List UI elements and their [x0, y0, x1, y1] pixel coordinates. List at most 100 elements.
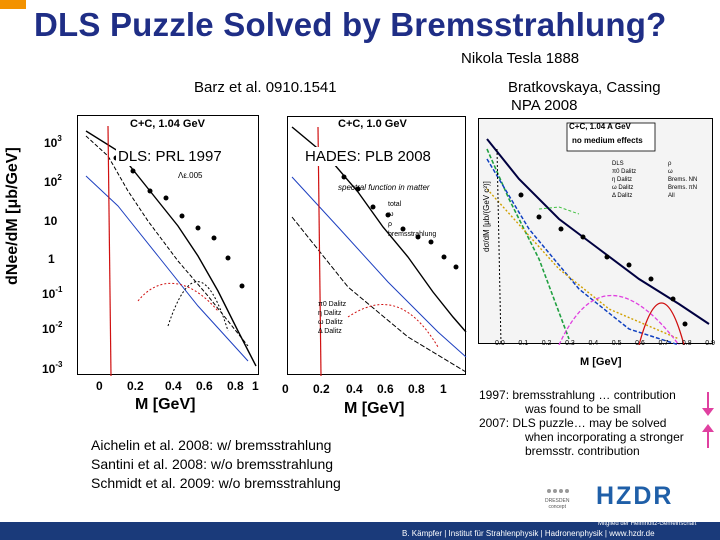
- note-line-3: 2007: DLS puzzle… may be solved: [479, 416, 667, 430]
- dls-x-tick: 0.4: [165, 379, 182, 393]
- legend-omega-dalitz: ω Dalitz: [318, 319, 343, 326]
- hzdr-logo: HZDR: [596, 482, 674, 510]
- legend-omega: ω Dalitz: [612, 185, 634, 191]
- y-tick-base: 10: [42, 362, 56, 376]
- y-tick-1e-3: 10-3: [42, 360, 63, 376]
- dresden-line2: concept: [548, 504, 566, 510]
- dls-header: C+C, 1.04 GeV: [130, 118, 205, 130]
- references-list: Aichelin et al. 2008: w/ bremsstrahlung …: [91, 436, 341, 493]
- dls-x-tick: 0.2: [127, 379, 144, 393]
- x-tick: 0.5: [611, 340, 622, 347]
- helmholtz-member: Mitglied der Helmholtz-Gemeinschaft: [598, 521, 697, 527]
- legend-omega: ω: [388, 211, 394, 218]
- slide-title: DLS Puzzle Solved by Bremsstrahlung?: [34, 6, 667, 43]
- bratko-x-label: M [GeV]: [580, 356, 622, 368]
- y-tick-exp: -1: [55, 285, 63, 294]
- y-tick-exp: -3: [55, 360, 63, 369]
- x-tick: 0.9: [705, 340, 715, 347]
- legend-brems: bremsstrahlung: [388, 231, 437, 238]
- y-tick-1: 1: [48, 252, 55, 266]
- x-tick: 0.2: [541, 340, 552, 347]
- x-tick: 0.3: [565, 340, 575, 347]
- y-tick-base: 10: [44, 175, 58, 189]
- lambda-note: Λε.005: [178, 171, 203, 180]
- legend-delta: Δ Dalitz: [612, 193, 633, 199]
- note-line-1: 1997: bremsstrahlung … contribution: [479, 388, 676, 402]
- legend-rho: ρ: [388, 221, 392, 228]
- bratko-line2: NPA 2008: [511, 97, 578, 114]
- x-tick: 0.4: [588, 340, 599, 347]
- hades-x-tick: 0.2: [313, 382, 330, 396]
- dls-x-tick: 0.8: [227, 379, 244, 393]
- dresden-concept-logo: DRESDEN concept: [545, 486, 569, 510]
- legend-rho: ρ: [668, 161, 672, 167]
- y-tick-base: 10: [42, 322, 56, 336]
- legend-eta: η Dalitz: [318, 310, 342, 317]
- legend-brems-nn: Brems. NN: [668, 177, 698, 183]
- y-tick-base: 10: [44, 136, 58, 150]
- arrow-icon: [702, 392, 714, 448]
- reference-item: Santini et al. 2008: w/o bremsstrahlung: [91, 456, 334, 472]
- hades-x-tick: 0.8: [408, 382, 425, 396]
- hades-x-tick: 0: [282, 382, 289, 396]
- x-tick: 0.6: [635, 340, 645, 347]
- x-tick: 0.8: [681, 340, 692, 347]
- dls-label: DLS: PRL 1997: [116, 147, 224, 166]
- hades-note: spectral function in matter: [338, 183, 430, 192]
- note-line-2: was found to be small: [525, 402, 642, 416]
- hades-x-label: M [GeV]: [344, 400, 405, 417]
- y-tick-exp: -2: [55, 320, 63, 329]
- barz-reference: Barz et al. 0910.1541: [194, 79, 337, 96]
- legend-pi0: π0 Dalitz: [612, 169, 637, 175]
- hades-legend2: π0 Dalitz η Dalitz ω Dalitz Δ Dalitz: [318, 300, 346, 336]
- legend-pi0: π0 Dalitz: [318, 301, 347, 308]
- x-tick: 0.7: [658, 340, 669, 347]
- legend-dls: DLS: [612, 161, 624, 167]
- dls-x-tick: 0: [96, 379, 103, 393]
- footer-text: B. Kämpfer | Institut für Strahlenphysik…: [402, 529, 655, 538]
- reference-item: Aichelin et al. 2008: w/ bremsstrahlung: [91, 437, 332, 453]
- bratko-header2: no medium effects: [572, 136, 643, 145]
- y-tick-1e3: 103: [44, 134, 62, 150]
- hades-header: C+C, 1.0 GeV: [338, 118, 407, 130]
- legend-total: total: [388, 201, 402, 208]
- dresden-line1: DRESDEN: [545, 498, 570, 504]
- dls-x-tick: 1: [252, 379, 259, 393]
- bratko-line1: Bratkovskaya, Cassing: [508, 79, 661, 96]
- footer-band: [0, 522, 720, 540]
- corner-accent: [0, 0, 26, 9]
- bratko-plot-svg: [486, 122, 710, 346]
- hades-legend: total ω ρ bremsstrahlung: [388, 200, 436, 240]
- bratko-y-axis: dσ/dM [μb/(GeV c²)]: [482, 181, 491, 252]
- y-tick-base: 10: [42, 287, 56, 301]
- bratko-legend-left: DLS π0 Dalitz η Dalitz ω Dalitz Δ Dalitz: [612, 160, 636, 200]
- y-tick-1e-1: 10-1: [42, 285, 63, 301]
- note-line-5: bremsstr. contribution: [525, 444, 640, 458]
- legend-eta: η Dalitz: [612, 177, 633, 183]
- bratko-header1: C+C, 1.04 A GeV: [569, 122, 631, 131]
- hades-x-tick: 0.4: [346, 382, 363, 396]
- x-tick: 0.0: [495, 340, 505, 347]
- note-line-4: when incorporating a stronger: [525, 430, 684, 444]
- reference-item: Schmidt et al. 2009: w/o bremsstrahlung: [91, 475, 341, 491]
- legend-all: All: [668, 193, 675, 199]
- hades-label: HADES: PLB 2008: [303, 147, 433, 166]
- dls-x-label: M [GeV]: [135, 396, 196, 413]
- legend-delta: Δ Dalitz: [318, 328, 342, 335]
- tesla-label: Nikola Tesla 1888: [461, 50, 580, 67]
- y-tick-1e1: 10: [44, 214, 58, 228]
- x-tick: 0.1: [518, 340, 529, 347]
- notes-block: 1997: bremsstrahlung … contribution was …: [479, 388, 684, 458]
- y-tick-1e2: 102: [44, 173, 62, 189]
- hades-x-tick: 1: [440, 382, 447, 396]
- bratko-x-ticks: 0.0 0.1 0.2 0.3 0.4 0.5 0.6 0.7 0.8 0.9: [495, 340, 715, 347]
- y-tick-1e-2: 10-2: [42, 320, 63, 336]
- legend-brems-pin: Brems. πN: [668, 185, 698, 191]
- y-tick-exp: 3: [57, 134, 62, 143]
- bratko-legend-right: ρ ω Brems. NN Brems. πN All: [668, 160, 697, 200]
- bratko-plot-frame: [478, 118, 713, 346]
- dresden-dots-icon: [547, 489, 570, 493]
- y-tick-exp: 2: [57, 173, 62, 182]
- dls-x-tick: 0.6: [196, 379, 213, 393]
- hades-x-tick: 0.6: [377, 382, 394, 396]
